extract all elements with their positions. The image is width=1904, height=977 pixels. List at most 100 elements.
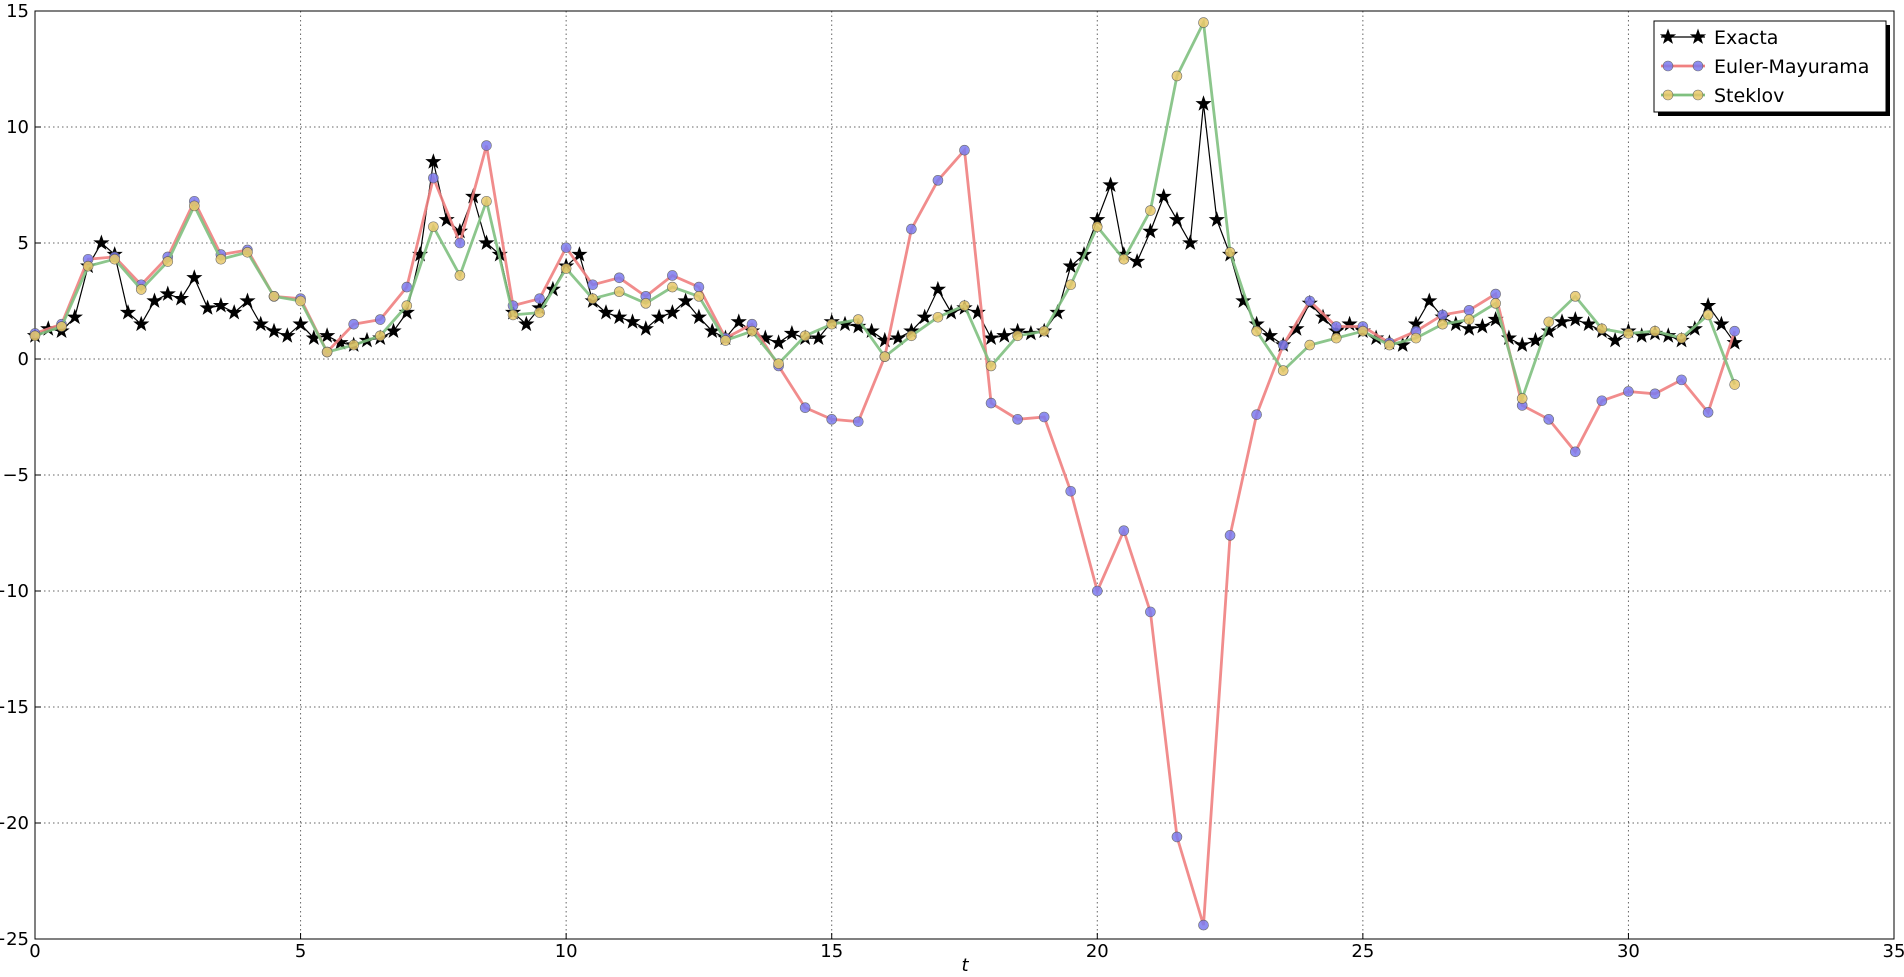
marker [1304, 295, 1316, 307]
marker [1662, 60, 1674, 72]
marker [597, 304, 615, 320]
marker [799, 402, 811, 414]
marker [1527, 331, 1544, 348]
x-tick-label: 25 [1351, 941, 1374, 962]
marker [401, 300, 413, 311]
marker [1171, 70, 1183, 82]
marker [1570, 291, 1581, 302]
marker [889, 329, 907, 346]
marker [1689, 28, 1707, 44]
marker [879, 351, 891, 362]
marker [1277, 365, 1289, 376]
marker [560, 242, 572, 253]
x-tick-label: 15 [820, 941, 843, 962]
marker [1692, 89, 1704, 101]
marker [1038, 411, 1050, 423]
marker [1384, 339, 1395, 351]
marker [428, 221, 439, 233]
marker [1623, 386, 1634, 397]
marker [1251, 409, 1262, 420]
marker [693, 281, 705, 293]
marker [1331, 321, 1342, 332]
marker [199, 299, 216, 315]
marker [1649, 325, 1661, 337]
marker [374, 330, 386, 342]
marker [1091, 221, 1103, 233]
marker [1331, 332, 1342, 344]
marker [66, 308, 83, 325]
marker [279, 327, 296, 343]
marker [93, 234, 110, 250]
marker [1699, 297, 1717, 313]
marker [348, 339, 359, 351]
marker [319, 327, 336, 343]
marker [385, 322, 402, 339]
marker [996, 327, 1013, 343]
marker [1012, 414, 1023, 425]
marker [959, 300, 970, 311]
y-tick-label: −5 [2, 465, 29, 486]
marker [29, 330, 41, 342]
marker [1304, 339, 1316, 351]
marker [1288, 320, 1305, 336]
marker [1692, 60, 1704, 72]
marker [1049, 304, 1066, 320]
marker [1607, 331, 1624, 348]
marker [1171, 831, 1183, 843]
marker [1155, 188, 1172, 204]
series [29, 140, 1740, 931]
marker [1102, 176, 1119, 192]
marker [1726, 334, 1743, 350]
marker [119, 304, 137, 320]
y-tick-label: 15 [6, 1, 29, 22]
marker [1118, 525, 1130, 536]
marker [374, 314, 386, 325]
marker [1490, 298, 1501, 309]
marker [1553, 313, 1571, 329]
y-tick-label: −10 [0, 581, 29, 602]
marker [159, 285, 176, 301]
marker [239, 292, 256, 308]
marker [252, 315, 269, 332]
marker [534, 307, 545, 318]
series [26, 95, 1743, 352]
y-tick-label: 10 [6, 117, 29, 138]
marker [1623, 328, 1634, 339]
marker [428, 172, 439, 184]
legend-label: Euler-Mayurama [1714, 56, 1869, 78]
marker [1567, 311, 1584, 327]
marker [1463, 314, 1475, 325]
marker [1463, 304, 1475, 316]
marker [1514, 336, 1531, 352]
marker [1224, 246, 1236, 258]
marker [146, 292, 163, 308]
marker [1516, 393, 1528, 404]
marker [518, 315, 535, 332]
marker [852, 416, 864, 427]
marker [1224, 530, 1236, 541]
marker [1437, 309, 1448, 321]
marker [1145, 205, 1156, 216]
marker [906, 330, 917, 342]
marker [613, 286, 625, 298]
marker [1065, 485, 1077, 497]
marker [693, 291, 705, 302]
marker [454, 237, 466, 249]
marker [1062, 257, 1079, 274]
marker [401, 281, 413, 293]
marker [1437, 318, 1448, 330]
marker [1540, 322, 1557, 339]
marker [186, 269, 203, 285]
marker [773, 358, 784, 369]
marker [425, 153, 442, 169]
marker [332, 334, 349, 350]
marker [810, 329, 827, 346]
marker [1198, 17, 1209, 28]
marker [677, 292, 694, 308]
marker [438, 211, 455, 227]
marker [1543, 316, 1555, 328]
marker [1580, 315, 1597, 332]
marker [1729, 379, 1740, 390]
marker [1195, 95, 1212, 111]
